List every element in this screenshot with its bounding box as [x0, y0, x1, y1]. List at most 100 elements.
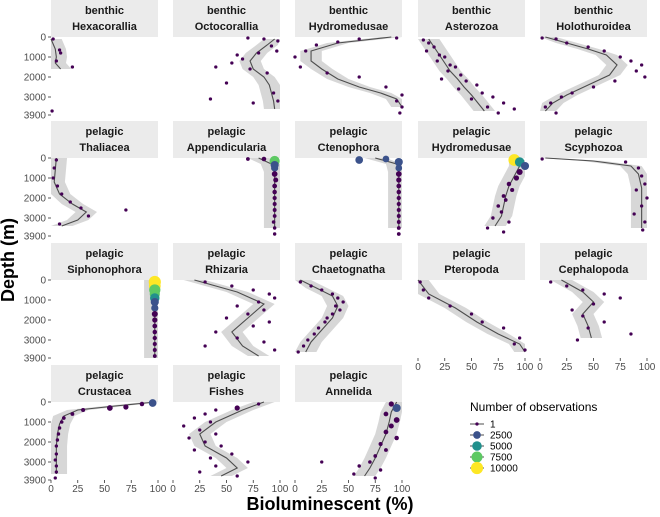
data-point: [464, 79, 468, 83]
data-point: [516, 168, 523, 176]
data-point: [496, 111, 500, 115]
x-tick-label: 50: [343, 484, 355, 495]
data-point: [230, 284, 234, 288]
data-point: [352, 472, 356, 476]
data-point: [480, 320, 484, 324]
panel-group-label: pelagic: [330, 248, 368, 260]
data-point: [636, 166, 641, 170]
data-point: [192, 448, 197, 452]
data-point: [512, 107, 516, 111]
x-tick-label: 25: [72, 484, 84, 495]
data-point: [424, 49, 429, 53]
data-point: [336, 296, 340, 300]
panel-pelagic-rhizaria: pelagic Rhizaria: [173, 243, 280, 358]
data-point: [203, 412, 207, 416]
y-tick-label: 3000: [24, 458, 47, 469]
data-point: [491, 95, 495, 99]
data-point: [357, 37, 361, 41]
panel-benthic-hexacorallia: benthic Hexacorallia 0 1000 2000 3000 3900: [24, 0, 158, 122]
panel-taxon-label: Crustacea: [78, 386, 132, 398]
data-point: [79, 206, 83, 210]
data-point: [443, 55, 447, 59]
data-point: [629, 59, 633, 63]
data-point: [152, 323, 158, 329]
data-point: [230, 452, 234, 456]
data-point: [396, 183, 402, 189]
data-point: [262, 340, 266, 344]
smooth-fit-line: [50, 38, 62, 70]
x-tick-label: 100: [272, 484, 289, 495]
data-point: [320, 288, 324, 292]
data-point: [341, 300, 345, 304]
panel-pelagic-appendicularia: pelagic Appendicularia: [173, 121, 280, 236]
panel-strip: [173, 0, 280, 37]
panel-group-label: pelagic: [86, 126, 124, 138]
data-point: [57, 222, 62, 226]
data-point: [198, 470, 202, 474]
data-point: [643, 75, 647, 79]
data-point: [565, 284, 569, 288]
data-point: [570, 308, 574, 312]
data-point: [501, 194, 506, 198]
data-point: [469, 97, 474, 101]
data-point: [81, 407, 86, 413]
data-point: [518, 336, 522, 340]
x-tick-label: 0: [292, 484, 298, 495]
data-point: [435, 59, 439, 63]
confidence-ribbon: [550, 280, 605, 338]
data-point: [271, 171, 278, 177]
data-point: [392, 403, 401, 413]
panel-group-label: pelagic: [453, 248, 491, 260]
panel-strip: [418, 243, 525, 280]
data-point: [267, 320, 271, 324]
data-point: [246, 157, 250, 161]
panel-taxon-label: Hydromedusae: [432, 142, 511, 154]
data-point: [491, 216, 495, 220]
data-point: [68, 200, 72, 204]
data-point: [383, 411, 389, 417]
data-point: [629, 332, 633, 336]
panel-strip: [295, 243, 402, 280]
panel-taxon-label: Annelida: [325, 386, 372, 398]
panel-strip: [51, 243, 158, 280]
x-tick-label: 0: [415, 362, 421, 373]
data-point: [214, 65, 218, 69]
data-point: [58, 51, 63, 55]
data-point: [501, 326, 506, 330]
data-point: [219, 444, 223, 448]
data-point: [240, 57, 245, 61]
data-point: [427, 296, 431, 300]
legend-label: 2500: [490, 431, 513, 442]
y-tick-label: 1000: [24, 296, 47, 307]
data-point: [251, 101, 255, 105]
data-point: [323, 320, 327, 324]
data-point: [570, 91, 574, 95]
y-tick-label: 3000: [24, 214, 47, 225]
smooth-fit-line: [199, 401, 265, 477]
panel-taxon-label: Hydromedusae: [309, 21, 388, 33]
data-point: [301, 344, 306, 348]
y-tick-label: 3900: [24, 354, 47, 365]
panel-taxon-label: Fishes: [209, 386, 244, 398]
data-point: [187, 436, 191, 440]
panel-taxon-label: Appendicularia: [187, 142, 267, 154]
data-point: [208, 97, 213, 101]
data-point: [393, 417, 400, 423]
data-point: [273, 348, 277, 352]
data-point: [501, 230, 506, 234]
panel-group-label: benthic: [574, 5, 613, 17]
panel-taxon-label: Pteropoda: [444, 264, 499, 276]
panel-benthic-asterozoa: benthic Asterozoa: [418, 0, 525, 115]
data-point: [338, 308, 342, 312]
data-point: [56, 432, 61, 436]
data-point: [214, 330, 218, 334]
data-point: [246, 312, 250, 316]
data-point: [208, 420, 213, 424]
data-point: [272, 208, 277, 212]
data-point: [503, 198, 508, 202]
smooth-fit-line: [249, 38, 276, 110]
data-point: [623, 160, 628, 164]
smooth-fit-line: [300, 279, 339, 353]
data-point: [383, 429, 389, 435]
x-tick-label: 75: [615, 362, 627, 373]
